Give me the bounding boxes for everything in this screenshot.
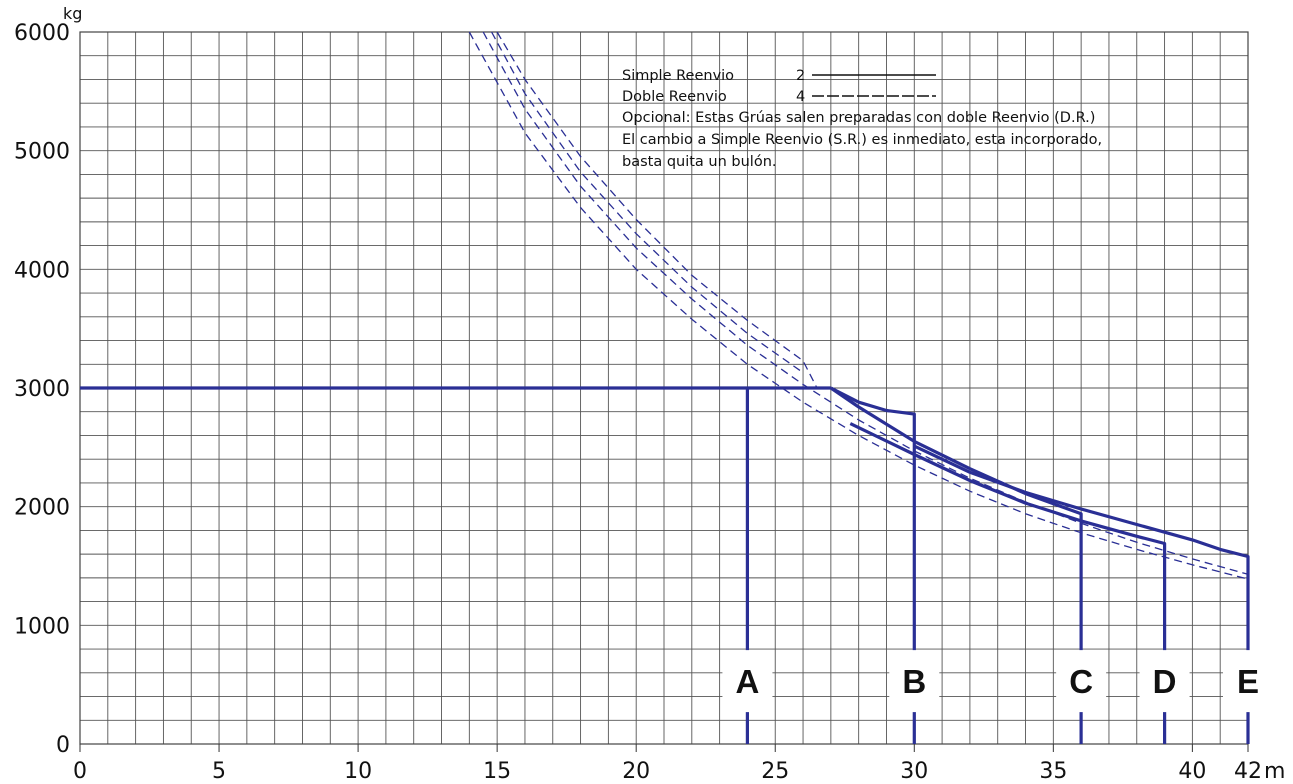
legend: Simple Reenvio 2 Doble Reenvio 4 Opciona… bbox=[622, 68, 1102, 170]
series-line-dashed bbox=[482, 31, 1249, 575]
x-tick-label: 35 bbox=[1039, 759, 1067, 784]
series-line-solid bbox=[830, 386, 916, 744]
y-tick-label: 2000 bbox=[14, 496, 70, 521]
x-tick-label: 30 bbox=[900, 759, 928, 784]
x-tick-label: 20 bbox=[622, 759, 650, 784]
legend-value-doble: 4 bbox=[796, 89, 805, 105]
series-line-dashed bbox=[496, 31, 818, 389]
jib-marker-box bbox=[1223, 650, 1273, 713]
legend-note: basta quita un bulón. bbox=[622, 154, 777, 170]
legend-note: Opcional: Estas Grúas salen preparadas c… bbox=[622, 110, 1095, 126]
jib-marker-label: C bbox=[1069, 663, 1093, 700]
y-tick-label: 1000 bbox=[14, 614, 70, 639]
series-line-solid bbox=[913, 444, 1250, 744]
y-axis-label: kg bbox=[63, 4, 82, 23]
x-axis-label: m bbox=[1264, 759, 1285, 784]
legend-note: El cambio a Simple Reenvio (S.R.) es inm… bbox=[622, 132, 1102, 148]
series-line-dashed bbox=[468, 31, 1249, 580]
x-tick-label: 10 bbox=[344, 759, 372, 784]
legend-label-doble: Doble Reenvio bbox=[622, 89, 727, 105]
jib-marker-box bbox=[889, 650, 940, 713]
y-axis: 0 1000 2000 3000 4000 5000 6000 bbox=[14, 21, 70, 758]
x-axis: 0 5 10 15 20 25 30 35 40 42 bbox=[73, 744, 1262, 784]
jib-marker-label: B bbox=[902, 663, 926, 700]
x-tick-label: 15 bbox=[483, 759, 511, 784]
x-tick-label: 5 bbox=[212, 759, 226, 784]
jib-marker-label: D bbox=[1153, 663, 1177, 700]
jib-marker-box bbox=[722, 650, 773, 713]
x-tick-label: 40 bbox=[1178, 759, 1206, 784]
y-tick-label: 5000 bbox=[14, 140, 70, 165]
x-tick-label: 0 bbox=[73, 759, 87, 784]
series-line-dashed bbox=[491, 31, 804, 374]
y-tick-label: 6000 bbox=[14, 21, 70, 46]
y-tick-label: 3000 bbox=[14, 377, 70, 402]
legend-value-simple: 2 bbox=[796, 68, 805, 84]
x-tick-label: 42 bbox=[1234, 759, 1262, 784]
series-line-solid bbox=[849, 422, 1167, 744]
jib-marker-label: E bbox=[1237, 663, 1259, 700]
x-tick-label: 25 bbox=[761, 759, 789, 784]
jib-marker-label: A bbox=[736, 663, 760, 700]
y-tick-label: 4000 bbox=[14, 258, 70, 283]
y-tick-label: 0 bbox=[56, 733, 70, 758]
jib-marker-box bbox=[1139, 650, 1190, 713]
jib-marker-box bbox=[1056, 650, 1107, 713]
series-line-solid bbox=[829, 386, 1083, 744]
legend-label-simple: Simple Reenvio bbox=[622, 68, 734, 84]
jib-markers: A B C D E bbox=[722, 650, 1273, 713]
